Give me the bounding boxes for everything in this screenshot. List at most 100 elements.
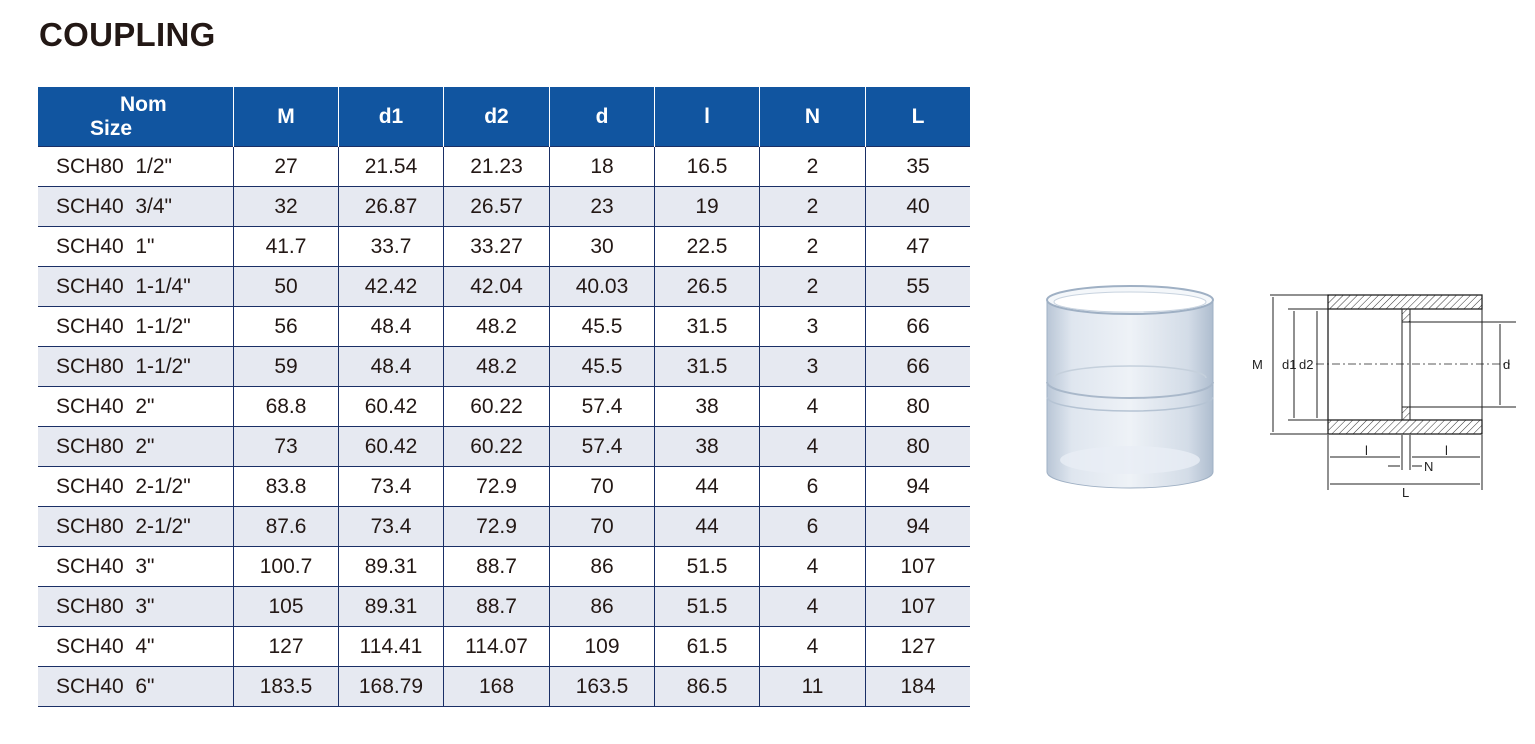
cell-d2: 48.2 (443, 306, 550, 347)
cell-d2: 168 (443, 666, 550, 707)
cell-total-l: 94 (865, 506, 970, 547)
cell-nom-size: SCH40 1" (38, 226, 234, 267)
cell-d1: 89.31 (338, 586, 444, 627)
table-row: SCH80 1/2" 27 21.54 21.23 18 16.5 2 35 (38, 146, 970, 187)
cell-d1: 21.54 (338, 146, 444, 187)
cell-d: 109 (549, 626, 655, 667)
cell-l: 61.5 (654, 626, 760, 667)
table-row: SCH40 1-1/4" 50 42.42 42.04 40.03 26.5 2 55 (38, 266, 970, 307)
cell-d: 70 (549, 506, 655, 547)
cell-m: 87.6 (233, 506, 339, 547)
cell-n: 2 (759, 186, 866, 227)
cell-d1: 60.42 (338, 386, 444, 427)
cell-l: 19 (654, 186, 760, 227)
cell-d2: 60.22 (443, 386, 550, 427)
cell-d2: 21.23 (443, 146, 550, 187)
cell-n: 6 (759, 506, 866, 547)
cell-l: 31.5 (654, 346, 760, 387)
cell-m: 50 (233, 266, 339, 307)
cell-d: 57.4 (549, 426, 655, 467)
cell-d1: 60.42 (338, 426, 444, 467)
cell-d2: 114.07 (443, 626, 550, 667)
cell-l: 38 (654, 386, 760, 427)
cell-total-l: 55 (865, 266, 970, 307)
cell-d2: 48.2 (443, 346, 550, 387)
coupling-photo (1046, 285, 1214, 489)
cell-m: 41.7 (233, 226, 339, 267)
cell-l: 16.5 (654, 146, 760, 187)
cell-m: 100.7 (233, 546, 339, 587)
cell-l: 22.5 (654, 226, 760, 267)
cell-total-l: 35 (865, 146, 970, 187)
cell-n: 6 (759, 466, 866, 507)
cell-d2: 88.7 (443, 546, 550, 587)
table-row: SCH80 3" 105 89.31 88.7 86 51.5 4 107 (38, 586, 970, 627)
cell-n: 4 (759, 426, 866, 467)
cell-nom-size: SCH40 2-1/2" (38, 466, 234, 507)
page-title: COUPLING (39, 16, 216, 53)
table-row: SCH40 2-1/2" 83.8 73.4 72.9 70 44 6 94 (38, 466, 970, 507)
cell-n: 2 (759, 146, 866, 187)
cell-nom-size: SCH40 3" (38, 546, 234, 587)
header-n: N (759, 87, 866, 147)
cell-total-l: 127 (865, 626, 970, 667)
table-row: SCH40 3" 100.7 89.31 88.7 86 51.5 4 107 (38, 546, 970, 587)
header-nom-size: Nom Size (38, 87, 234, 147)
cell-d: 18 (549, 146, 655, 187)
header-d2: d2 (443, 87, 550, 147)
cell-l: 51.5 (654, 546, 760, 587)
cell-total-l: 94 (865, 466, 970, 507)
cell-d1: 48.4 (338, 346, 444, 387)
cell-d2: 72.9 (443, 506, 550, 547)
cell-l: 31.5 (654, 306, 760, 347)
cell-d: 57.4 (549, 386, 655, 427)
cell-m: 32 (233, 186, 339, 227)
cell-d: 40.03 (549, 266, 655, 307)
cell-d: 23 (549, 186, 655, 227)
table-row: SCH40 4" 127 114.41 114.07 109 61.5 4 127 (38, 626, 970, 667)
cell-d: 86 (549, 546, 655, 587)
cell-l: 26.5 (654, 266, 760, 307)
cell-nom-size: SCH80 2" (38, 426, 234, 467)
cell-nom-size: SCH40 3/4" (38, 186, 234, 227)
cell-d: 163.5 (549, 666, 655, 707)
cell-total-l: 66 (865, 346, 970, 387)
label-l-left: l (1365, 443, 1368, 458)
cell-nom-size: SCH40 4" (38, 626, 234, 667)
cell-d1: 89.31 (338, 546, 444, 587)
table-row: SCH80 2" 73 60.42 60.22 57.4 38 4 80 (38, 426, 970, 467)
cell-d: 45.5 (549, 306, 655, 347)
cell-n: 4 (759, 546, 866, 587)
cell-d1: 42.42 (338, 266, 444, 307)
label-l-right: l (1445, 443, 1448, 458)
cell-n: 3 (759, 346, 866, 387)
cell-total-l: 80 (865, 386, 970, 427)
cell-d2: 72.9 (443, 466, 550, 507)
header-l: l (654, 87, 760, 147)
cell-d2: 60.22 (443, 426, 550, 467)
cell-l: 44 (654, 506, 760, 547)
header-size: Size (90, 116, 133, 140)
coupling-dimension-drawing: M d1 d2 d l l N L (1252, 294, 1516, 500)
cell-m: 83.8 (233, 466, 339, 507)
cell-n: 4 (759, 586, 866, 627)
cell-nom-size: SCH80 3" (38, 586, 234, 627)
cell-nom-size: SCH40 2" (38, 386, 234, 427)
table-row: SCH40 1" 41.7 33.7 33.27 30 22.5 2 47 (38, 226, 970, 267)
cell-total-l: 66 (865, 306, 970, 347)
header-total-l: L (865, 87, 970, 147)
cell-m: 105 (233, 586, 339, 627)
cell-d: 45.5 (549, 346, 655, 387)
cell-d1: 48.4 (338, 306, 444, 347)
cell-total-l: 80 (865, 426, 970, 467)
cell-m: 127 (233, 626, 339, 667)
cell-n: 4 (759, 626, 866, 667)
cell-total-l: 40 (865, 186, 970, 227)
cell-nom-size: SCH40 6" (38, 666, 234, 707)
label-n: N (1424, 459, 1433, 474)
table-row: SCH40 1-1/2" 56 48.4 48.2 45.5 31.5 3 66 (38, 306, 970, 347)
cell-d1: 33.7 (338, 226, 444, 267)
cell-d1: 114.41 (338, 626, 444, 667)
cell-l: 51.5 (654, 586, 760, 627)
cell-d2: 33.27 (443, 226, 550, 267)
